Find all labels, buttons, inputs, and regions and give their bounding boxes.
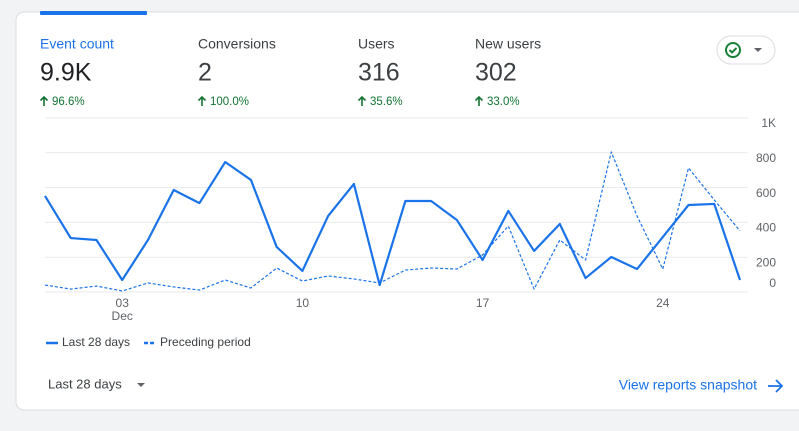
metric-change: 96.6% — [52, 96, 85, 108]
y-tick-label: 0 — [769, 276, 776, 290]
y-tick-label: 400 — [756, 221, 776, 235]
range-arrow[interactable] — [137, 383, 145, 387]
link-arrow[interactable] — [768, 379, 784, 393]
check-mark — [728, 47, 738, 54]
y-tick-label: 200 — [756, 255, 776, 269]
metric-value: 9.9K — [40, 59, 92, 87]
metric-value: 316 — [358, 59, 400, 87]
x-tick-label: 03 — [116, 296, 130, 310]
x-tick-label: 17 — [476, 296, 490, 310]
metric-change: 33.0% — [487, 96, 520, 108]
up-arrow — [197, 95, 207, 106]
metric-value: 302 — [475, 59, 517, 87]
y-tick-label: 1K — [761, 116, 776, 130]
card — [15, 11, 799, 411]
x-tick-label: 24 — [656, 296, 670, 310]
series-line — [44, 160, 742, 287]
legend-label: Last 28 days — [62, 335, 130, 349]
up-arrow — [39, 95, 49, 106]
y-tick-label: 800 — [756, 151, 776, 165]
metric-name: New users — [475, 36, 541, 52]
metric-change: 100.0% — [210, 96, 249, 108]
x-tick-label: 10 — [296, 296, 310, 310]
compare-button[interactable] — [716, 35, 776, 65]
metric-name: Users — [358, 36, 395, 52]
metric-name: Event count — [40, 36, 114, 52]
metric-name: Conversions — [198, 36, 276, 52]
active-tab — [40, 11, 147, 15]
series-line — [44, 151, 741, 292]
range-select[interactable]: Last 28 days — [48, 376, 122, 391]
metric-change: 35.6% — [370, 96, 403, 108]
legend: Last 28 days Preceding period — [46, 335, 251, 349]
up-arrow — [357, 95, 367, 106]
x-month-label: Dec — [112, 309, 133, 323]
check-icon — [725, 42, 741, 58]
up-arrow — [474, 95, 484, 106]
y-tick-label: 600 — [756, 186, 776, 200]
snapshot-link[interactable]: View reports snapshot — [619, 377, 757, 393]
metric-value: 2 — [198, 59, 212, 87]
dropdown-arrow — [754, 48, 762, 52]
legend-label: Preceding period — [160, 335, 251, 349]
